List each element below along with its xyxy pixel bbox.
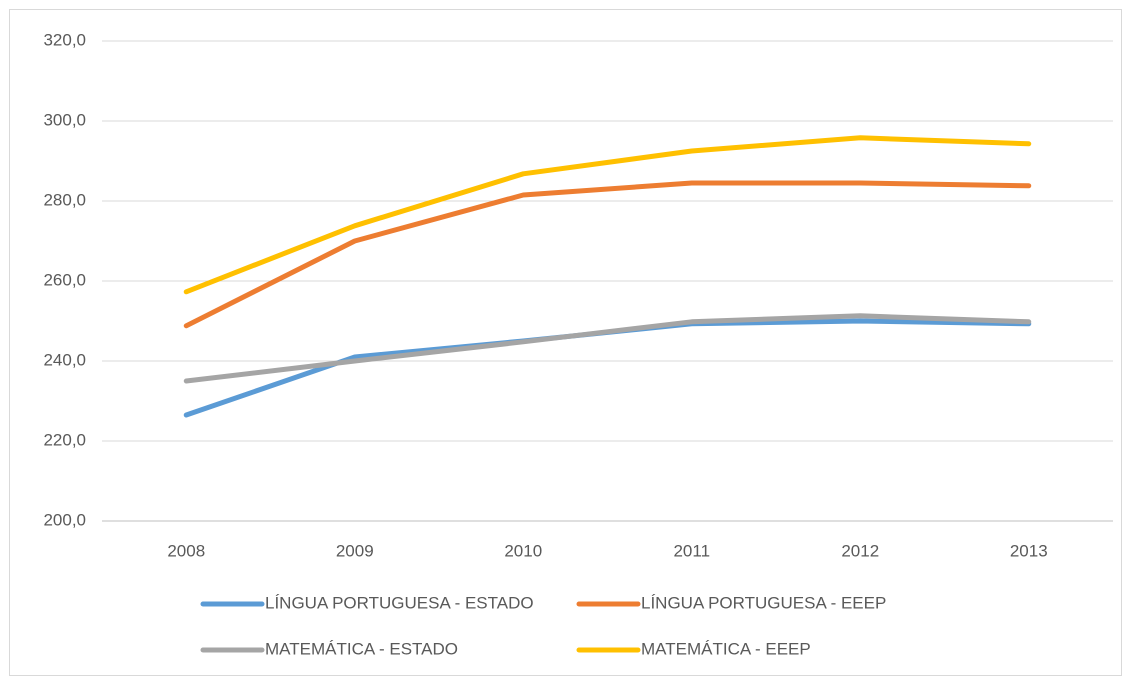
y-tick-label: 220,0 xyxy=(43,430,86,449)
x-tick-label: 2010 xyxy=(504,541,542,560)
chart-border xyxy=(9,9,1122,676)
legend-label: MATEMÁTICA - EEEP xyxy=(641,639,811,658)
y-tick-label: 300,0 xyxy=(43,110,86,129)
legend-label: LÍNGUA PORTUGUESA - ESTADO xyxy=(265,593,534,612)
x-tick-label: 2012 xyxy=(841,541,879,560)
legend-label: LÍNGUA PORTUGUESA - EEEP xyxy=(641,593,886,612)
y-tick-label: 260,0 xyxy=(43,270,86,289)
y-tick-label: 280,0 xyxy=(43,190,86,209)
y-tick-label: 240,0 xyxy=(43,350,86,369)
x-tick-label: 2009 xyxy=(336,541,374,560)
x-tick-label: 2011 xyxy=(673,541,710,560)
x-tick-label: 2008 xyxy=(167,541,205,560)
x-tick-label: 2013 xyxy=(1010,541,1048,560)
series-line xyxy=(183,313,1032,384)
y-tick-label: 200,0 xyxy=(43,510,86,529)
series-line xyxy=(183,135,1032,295)
y-tick-label: 320,0 xyxy=(43,30,86,49)
legend-label: MATEMÁTICA - ESTADO xyxy=(265,639,458,658)
series-line xyxy=(183,180,1032,329)
